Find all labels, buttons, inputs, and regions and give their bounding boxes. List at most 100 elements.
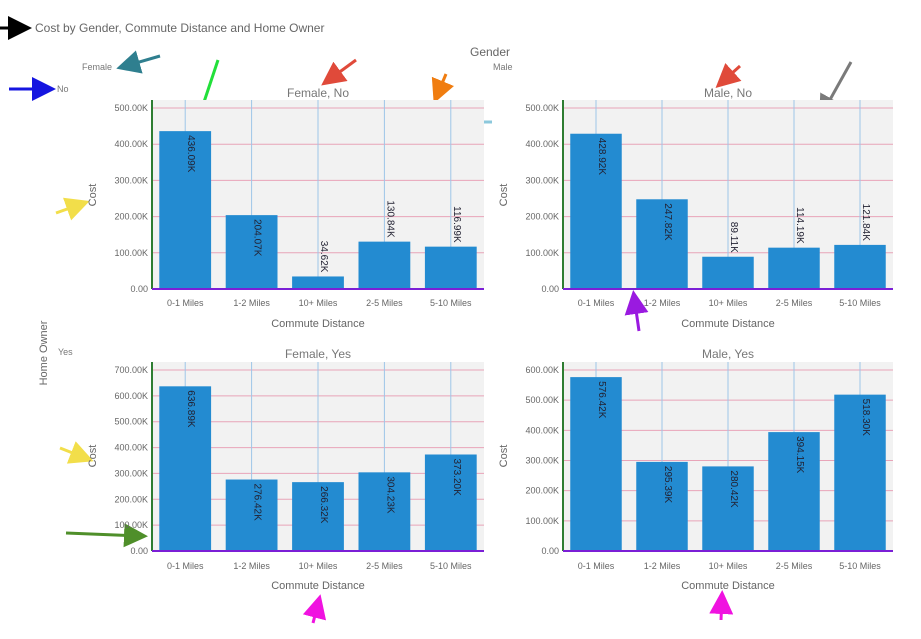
bar[interactable] bbox=[702, 466, 754, 551]
y-tick-label: 200.00K bbox=[525, 486, 559, 496]
y-tick-label: 100.00K bbox=[114, 248, 148, 258]
x-tick-label: 1-2 Miles bbox=[644, 298, 681, 308]
y-tick-label: 600.00K bbox=[525, 365, 559, 375]
y-tick-label: 300.00K bbox=[114, 175, 148, 185]
bar[interactable] bbox=[636, 461, 688, 551]
y-tick-label: 300.00K bbox=[525, 456, 559, 466]
x-tick-label: 2-5 Miles bbox=[776, 561, 813, 571]
x-tick-label: 0-1 Miles bbox=[167, 298, 204, 308]
bar[interactable] bbox=[159, 386, 212, 551]
data-label: 266.32K bbox=[318, 486, 329, 524]
data-label: 428.92K bbox=[596, 138, 607, 176]
x-tick-label: 1-2 Miles bbox=[233, 298, 270, 308]
x-tick-label: 5-10 Miles bbox=[839, 298, 881, 308]
y-tick-label: 100.00K bbox=[114, 520, 148, 530]
chart-panel-3: 0.00 100.00K 200.00K 300.00K 400.00K 500.00K 6… bbox=[498, 347, 893, 592]
x-tick-label: 10+ Miles bbox=[709, 298, 748, 308]
home-owner-legend-yes[interactable]: Yes bbox=[58, 347, 73, 357]
x-tick-label: 2-5 Miles bbox=[366, 561, 403, 571]
bar[interactable] bbox=[834, 244, 886, 289]
y-tick-label: 500.00K bbox=[525, 395, 559, 405]
chart-panel-1: 0.00 100.00K 200.00K 300.00K 400.00K 500.00K 4… bbox=[498, 86, 893, 330]
data-label: 394.15K bbox=[794, 436, 805, 474]
bar[interactable] bbox=[292, 276, 344, 289]
y-tick-label: 400.00K bbox=[525, 139, 559, 149]
data-label: 576.42K bbox=[596, 381, 607, 419]
bar[interactable] bbox=[225, 215, 278, 289]
x-tick-label: 10+ Miles bbox=[299, 561, 338, 571]
chart-panel-2: 0.00 100.00K 200.00K 300.00K 400.00K 500.00K 6… bbox=[87, 347, 484, 592]
bar[interactable] bbox=[702, 256, 754, 289]
x-tick-label: 0-1 Miles bbox=[167, 561, 204, 571]
bar[interactable] bbox=[570, 377, 622, 551]
x-tick-label: 5-10 Miles bbox=[430, 298, 472, 308]
x-tick-label: 10+ Miles bbox=[299, 298, 338, 308]
gender-legend-female[interactable]: Female bbox=[82, 62, 113, 72]
y-tick-label: 100.00K bbox=[525, 516, 559, 526]
x-axis-title: Commute Distance bbox=[681, 318, 775, 330]
x-tick-label: 0-1 Miles bbox=[578, 561, 615, 571]
data-label: 295.39K bbox=[662, 466, 673, 504]
y-tick-label: 400.00K bbox=[114, 139, 148, 149]
bar[interactable] bbox=[424, 454, 477, 551]
bar[interactable] bbox=[225, 479, 278, 551]
y-tick-label: 500.00K bbox=[525, 103, 559, 113]
panel-title: Male, No bbox=[704, 86, 752, 100]
data-label: 518.30K bbox=[860, 399, 871, 437]
bar[interactable] bbox=[834, 394, 886, 551]
x-tick-label: 5-10 Miles bbox=[430, 561, 472, 571]
home-owner-legend-no[interactable]: No bbox=[57, 84, 69, 94]
data-label: 121.84K bbox=[860, 204, 871, 242]
bar[interactable] bbox=[768, 247, 820, 289]
y-axis-title: Cost bbox=[498, 184, 510, 207]
gender-legend-male[interactable]: Male bbox=[493, 62, 513, 72]
y-tick-label: 400.00K bbox=[525, 425, 559, 435]
bar[interactable] bbox=[358, 472, 411, 551]
data-label: 436.09K bbox=[185, 135, 196, 173]
y-tick-label: 0.00 bbox=[130, 284, 148, 294]
y-tick-label: 200.00K bbox=[114, 212, 148, 222]
bar[interactable] bbox=[358, 241, 411, 289]
bar[interactable] bbox=[636, 199, 688, 289]
y-tick-label: 700.00K bbox=[114, 365, 148, 375]
y-tick-label: 200.00K bbox=[114, 494, 148, 504]
data-label: 204.07K bbox=[252, 219, 263, 257]
y-tick-label: 100.00K bbox=[525, 248, 559, 258]
y-tick-label: 0.00 bbox=[130, 546, 148, 556]
y-tick-label: 400.00K bbox=[114, 443, 148, 453]
data-label: 304.23K bbox=[384, 476, 395, 514]
y-tick-label: 200.00K bbox=[525, 212, 559, 222]
y-tick-label: 0.00 bbox=[541, 284, 559, 294]
data-label: 276.42K bbox=[252, 484, 263, 522]
y-tick-label: 300.00K bbox=[525, 175, 559, 185]
x-tick-label: 2-5 Miles bbox=[776, 298, 813, 308]
x-tick-label: 10+ Miles bbox=[709, 561, 748, 571]
bar[interactable] bbox=[159, 131, 212, 289]
data-label: 247.82K bbox=[662, 203, 673, 241]
bar[interactable] bbox=[292, 482, 344, 551]
bar[interactable] bbox=[570, 133, 622, 289]
x-tick-label: 2-5 Miles bbox=[366, 298, 403, 308]
y-tick-label: 300.00K bbox=[114, 468, 148, 478]
panel-title: Female, No bbox=[287, 86, 349, 100]
y-tick-label: 600.00K bbox=[114, 391, 148, 401]
y-axis-title: Cost bbox=[87, 445, 99, 468]
data-label: 89.11K bbox=[728, 222, 739, 253]
y-tick-label: 500.00K bbox=[114, 103, 148, 113]
data-label: 116.99K bbox=[451, 206, 462, 243]
bar[interactable] bbox=[768, 432, 820, 551]
y-axis-title: Cost bbox=[87, 184, 99, 207]
gender-legend-title: Gender bbox=[470, 45, 511, 59]
chart-title: Cost by Gender, Commute Distance and Hom… bbox=[35, 21, 325, 35]
data-label: 34.62K bbox=[318, 241, 329, 273]
x-tick-label: 0-1 Miles bbox=[578, 298, 615, 308]
data-label: 114.19K bbox=[794, 207, 805, 244]
y-axis-title: Cost bbox=[498, 445, 510, 468]
data-label: 373.20K bbox=[451, 459, 462, 497]
x-axis-title: Commute Distance bbox=[681, 580, 775, 592]
data-label: 280.42K bbox=[728, 470, 739, 508]
data-label: 636.89K bbox=[185, 390, 196, 428]
bar[interactable] bbox=[424, 246, 477, 289]
data-label: 130.84K bbox=[384, 200, 395, 238]
panel-title: Male, Yes bbox=[702, 347, 754, 361]
